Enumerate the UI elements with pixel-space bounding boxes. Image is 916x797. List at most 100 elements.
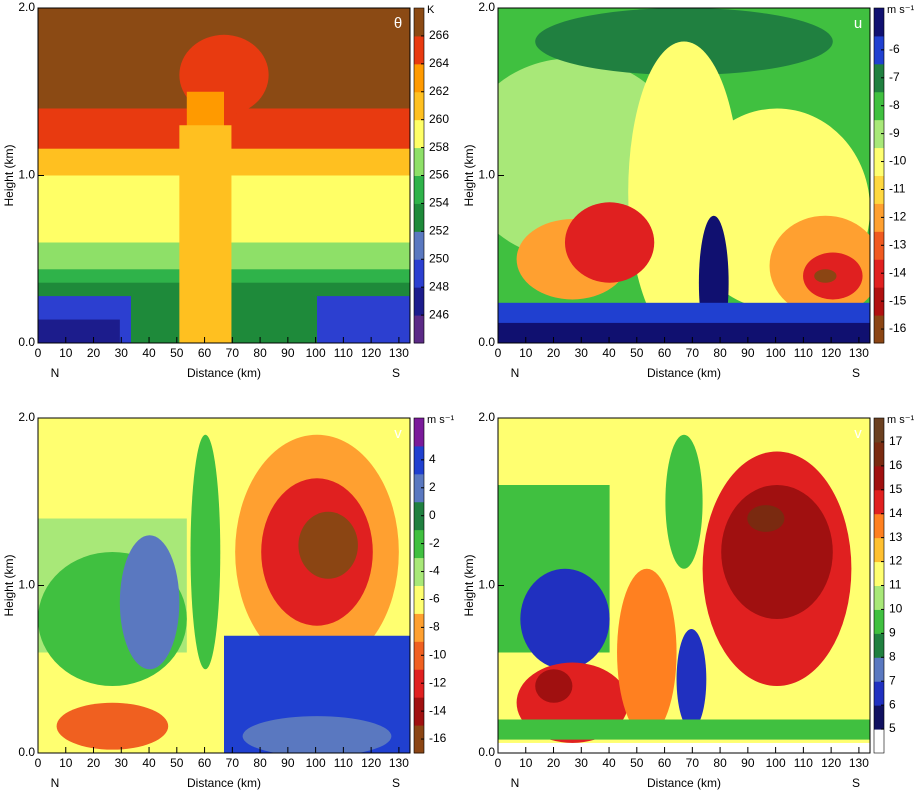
- colorbar-band: [874, 8, 884, 37]
- colorbar-band: [874, 705, 884, 730]
- colorbar-tick-label: 266: [429, 28, 449, 42]
- x-tick-label: 20: [547, 756, 561, 770]
- colorbar-tick-label: -8: [429, 620, 440, 634]
- x-tick-label: 130: [389, 346, 409, 360]
- contour-fill: [814, 269, 837, 283]
- x-tick-label: 0: [35, 756, 42, 770]
- colorbar-band: [874, 119, 884, 149]
- direction-label: N: [511, 776, 520, 790]
- colorbar-tick-label: -13: [889, 237, 907, 251]
- y-axis-label: Height (km): [462, 144, 476, 206]
- panel-label: θ: [394, 15, 402, 32]
- colorbar-band: [874, 147, 884, 176]
- y-axis-label: Height (km): [2, 554, 16, 616]
- colorbar-tick-label: 252: [429, 224, 449, 238]
- colorbar-band: [874, 561, 884, 586]
- contour-fill: [298, 511, 358, 579]
- x-tick-label: 50: [630, 756, 644, 770]
- x-tick-label: 10: [59, 756, 73, 770]
- colorbar-band: [414, 473, 424, 503]
- colorbar-tick-label: 8: [889, 649, 896, 663]
- x-tick-label: 40: [602, 756, 616, 770]
- colorbar-band: [874, 315, 884, 344]
- y-tick-label: 2.0: [18, 0, 35, 14]
- colorbar-band: [874, 418, 884, 443]
- colorbar-tick-label: -2: [429, 536, 440, 550]
- colorbar-band: [874, 681, 884, 706]
- x-tick-label: 110: [334, 756, 353, 770]
- colorbar-band: [414, 697, 424, 726]
- x-axis-label: Distance (km): [647, 366, 721, 380]
- colorbar-tick-label: 13: [889, 530, 903, 544]
- colorbar-band: [874, 259, 884, 288]
- contour-fill: [56, 702, 169, 750]
- direction-label: S: [392, 776, 400, 790]
- colorbar-band: [874, 35, 884, 65]
- colorbar-band: [414, 641, 424, 670]
- x-tick-label: 120: [821, 346, 841, 360]
- panel-label: v: [854, 425, 862, 442]
- x-tick-label: 80: [713, 756, 727, 770]
- x-tick-label: 70: [226, 756, 240, 770]
- y-tick-label: 1.0: [18, 578, 35, 592]
- x-tick-label: 20: [547, 346, 561, 360]
- x-tick-label: 90: [741, 756, 755, 770]
- y-tick-label: 0.0: [18, 745, 35, 759]
- colorbar-band: [414, 418, 424, 447]
- y-tick-label: 2.0: [18, 410, 35, 424]
- field: [38, 418, 410, 753]
- direction-label: N: [511, 366, 520, 380]
- colorbar-tick-label: 264: [429, 56, 449, 70]
- colorbar-tick-label: -15: [889, 293, 907, 307]
- colorbar-band: [874, 729, 884, 754]
- x-tick-label: 110: [334, 346, 353, 360]
- colorbar-tick-label: 5: [889, 721, 896, 735]
- x-tick-label: 120: [821, 756, 841, 770]
- direction-label: N: [51, 776, 60, 790]
- x-tick-label: 0: [35, 346, 42, 360]
- contour-fill: [242, 716, 392, 753]
- colorbar-band: [414, 557, 424, 586]
- colorbar-band: [414, 585, 424, 614]
- colorbar-label: m s⁻¹: [427, 414, 455, 426]
- direction-label: S: [392, 366, 400, 380]
- colorbar-tick-label: 6: [889, 697, 896, 711]
- colorbar-band: [874, 465, 884, 491]
- colorbar-frame: [413, 417, 425, 754]
- colorbar-tick-label: -6: [429, 592, 440, 606]
- colorbar-tick-label: 15: [889, 482, 903, 496]
- colorbar-band: [874, 441, 884, 467]
- x-tick-label: 30: [115, 756, 129, 770]
- x-tick-label: 90: [281, 346, 295, 360]
- contour-fill: [498, 719, 870, 740]
- colorbar-tick-label: -16: [889, 321, 907, 335]
- field: [38, 8, 410, 343]
- x-tick-label: 130: [849, 756, 869, 770]
- colorbar-tick-label: 14: [889, 506, 903, 520]
- colorbar-tick-label: -4: [429, 564, 440, 578]
- x-tick-label: 80: [253, 756, 267, 770]
- x-axis-label: Distance (km): [647, 776, 721, 790]
- direction-label: S: [852, 366, 860, 380]
- x-tick-label: 80: [713, 346, 727, 360]
- colorbar-tick-label: 260: [429, 112, 449, 126]
- field: [498, 8, 870, 343]
- colorbar-band: [414, 529, 424, 559]
- x-tick-label: 0: [495, 756, 502, 770]
- colorbar-tick-label: -12: [889, 210, 907, 224]
- colorbar-tick-label: 7: [889, 673, 896, 687]
- colorbar-tick-label: 246: [429, 307, 449, 321]
- y-axis-label: Height (km): [2, 144, 16, 206]
- colorbar-band: [874, 203, 884, 232]
- contour-fill: [317, 296, 410, 343]
- colorbar-band: [414, 175, 424, 204]
- x-tick-label: 110: [794, 756, 813, 770]
- x-tick-label: 50: [630, 346, 644, 360]
- x-tick-label: 50: [170, 346, 184, 360]
- colorbar-band: [414, 287, 424, 316]
- x-tick-label: 100: [766, 756, 786, 770]
- x-tick-label: 130: [389, 756, 409, 770]
- colorbar-band: [874, 231, 884, 260]
- panel: 0 10 20 30 40 50 60 70 80 90 100 110 120 130 0.0 1.0 2.0…: [462, 410, 914, 790]
- colorbar-band: [874, 585, 884, 610]
